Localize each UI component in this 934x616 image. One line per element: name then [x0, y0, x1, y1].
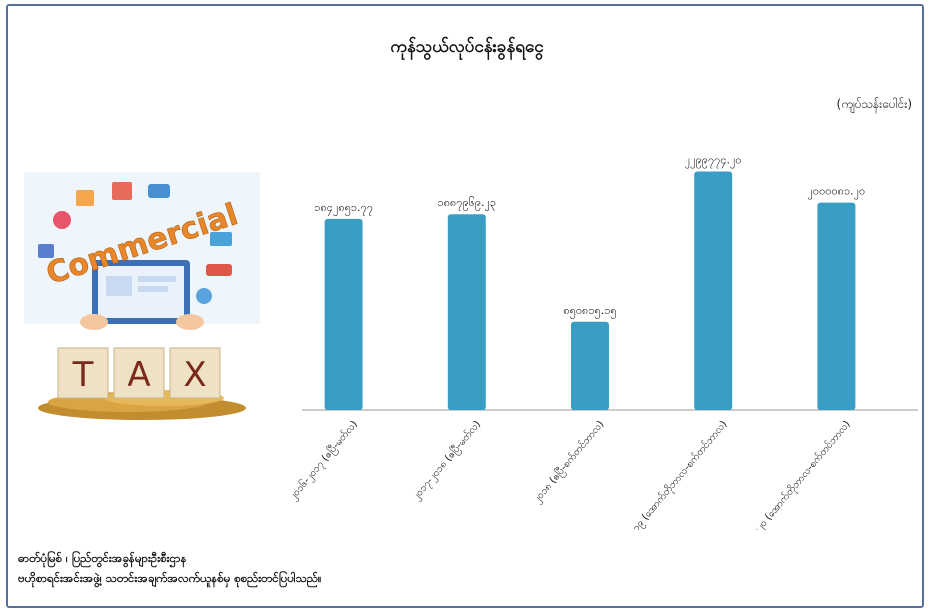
category-tick-label: ၂၀၁၈-၂၀၁၉ (အောက်တိုဘာလ-စက်တင်ဘာလ)	[606, 418, 731, 530]
data-label: ၁၈၄၂၈၅၁.၇၇	[314, 201, 373, 216]
card-icon-2	[210, 232, 232, 246]
tax-block-t	[57, 347, 109, 399]
bar	[817, 202, 856, 410]
sale-tag-icon	[53, 211, 71, 229]
gift-icon	[76, 190, 94, 206]
source-note: ဓာတ်ပုံမြစ် ၊ ပြည်တွင်းအခွန်များဦးစီးဌာန…	[18, 548, 638, 588]
data-label: ၂၀၀၀၀၈၁.၂၀	[808, 185, 866, 200]
cart-icon	[38, 244, 54, 258]
data-label: ၁၈၈၇၉၆၉.၂၃	[438, 196, 497, 211]
tax-letter: X	[183, 355, 206, 395]
tax-block-x	[169, 347, 221, 399]
hand-icon-2	[176, 314, 204, 330]
bar	[447, 214, 486, 410]
category-tick-label: ၂၀၁၉-၂၀၂၀ (အောက်တိုဘာလ-စက်တင်ဘာလ)	[730, 418, 855, 530]
bar	[324, 218, 363, 410]
chart-title: ကုန်သွယ်လုပ်ငန်းခွန်ရငွေ	[390, 37, 544, 57]
data-label: ၂၂၉၉၇၇၄.၂၀	[685, 154, 742, 169]
category-tick-label: ၂၀၁၆-၂၀၁၇ (ဧပြီ-မတ်လ)	[290, 417, 361, 504]
bar	[694, 171, 733, 410]
clock-icon	[196, 288, 212, 304]
data-label: ၈၅၀၈၁၅.၁၅	[563, 304, 616, 319]
tax-letter: A	[127, 355, 150, 395]
bar	[571, 321, 609, 410]
commercial-tax-illustration: Commercial T A X	[24, 172, 260, 420]
tax-blocks: T A X	[57, 347, 221, 399]
card-icon	[148, 184, 170, 198]
unit-label: (ကျပ်သန်းပေါင်း)	[836, 97, 912, 111]
tax-letter: T	[72, 355, 94, 395]
category-tick-label: ၂၀၁၇-၂၀၁၈ (ဧပြီ-မတ်လ)	[408, 417, 484, 504]
category-tick-label: ၂၀၁၈ (ဧပြီ-စက်တင်ဘာလ)	[529, 417, 608, 506]
tax-block-a	[113, 347, 165, 399]
bag-icon	[112, 182, 132, 200]
truck-icon	[206, 264, 232, 276]
source-line-1: ဓာတ်ပုံမြစ် ၊ ပြည်တွင်းအခွန်များဦးစီးဌာန	[18, 551, 187, 565]
hand-icon	[80, 314, 108, 330]
source-line-2: ဗဟိုစာရင်းအင်းအဖွဲ့၊ သတင်းအချက်အလက်ယူနစ်…	[18, 571, 322, 585]
